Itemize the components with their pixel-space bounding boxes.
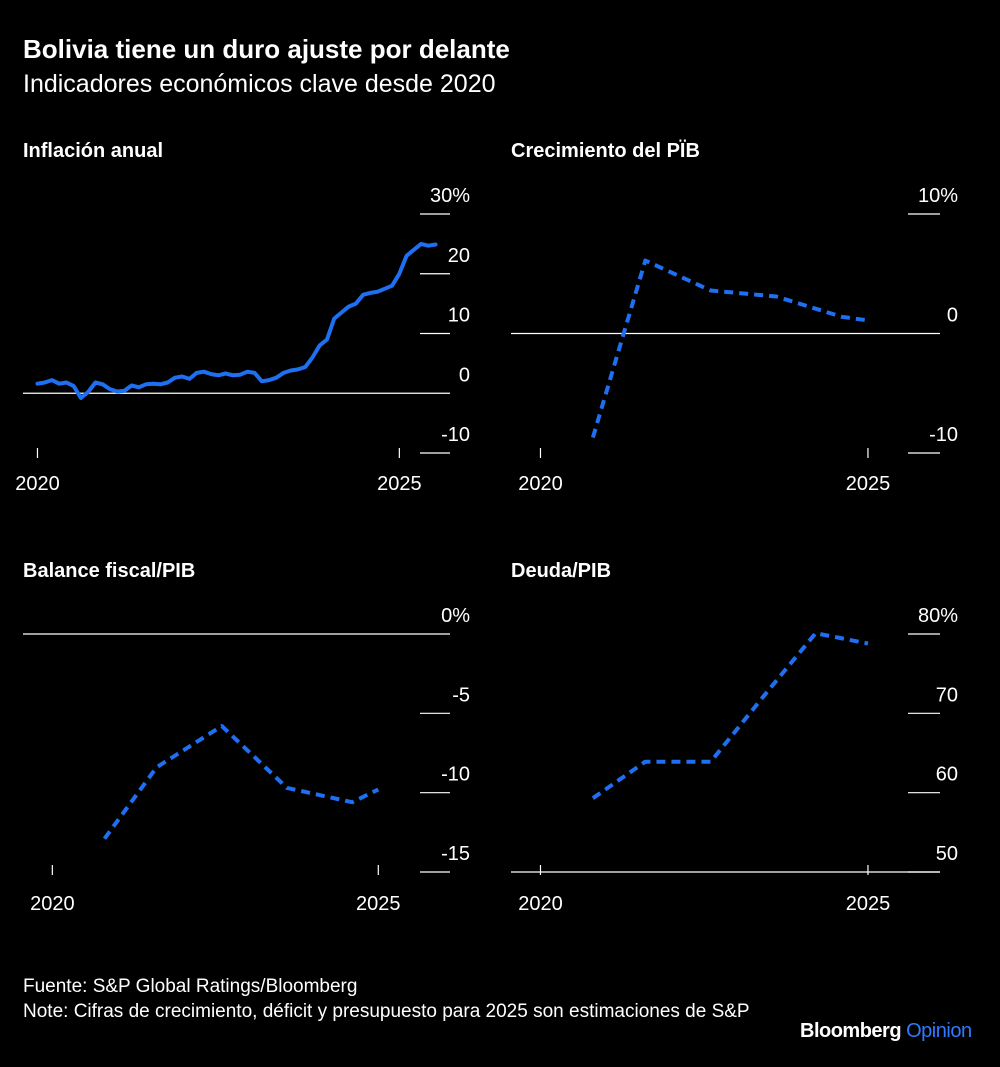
series-line: [102, 724, 380, 840]
y-tick-label: 0%: [441, 605, 470, 627]
brand-bloomberg: Bloomberg: [800, 1020, 902, 1042]
panel-title: Crecimiento del PÏB: [511, 139, 700, 162]
chart-panel-4: Deuda/PIB 80% 70 60 50 2020 2025: [511, 560, 958, 915]
x-tick-label: 2025: [356, 893, 401, 915]
y-tick-label: 30%: [430, 185, 470, 207]
footer: Fuente: S&P Global Ratings/Bloomberg Not…: [23, 974, 803, 1024]
series-line: [591, 631, 869, 800]
y-tick-label: -10: [441, 424, 470, 446]
panel-title: Deuda/PIB: [511, 560, 611, 582]
x-tick-label: 2025: [846, 473, 891, 495]
y-tick-label: -15: [441, 843, 470, 865]
series-line: [35, 241, 438, 400]
y-tick-label: 0: [947, 305, 958, 327]
panel-title: Inflación anual: [23, 140, 163, 162]
y-tick-label: 50: [936, 843, 958, 865]
panel-title: Balance fiscal/PIB: [23, 560, 195, 582]
y-tick-label: 0: [459, 364, 470, 386]
x-tick-label: 2020: [30, 893, 75, 915]
series-line: [590, 258, 869, 439]
x-tick-label: 2020: [518, 893, 563, 915]
chart-panel-1: Inflación anual 30% 20 10 0 -10 2020 2025: [15, 140, 470, 495]
source-text: Fuente: S&P Global Ratings/Bloomberg: [23, 976, 358, 997]
y-tick-label: -10: [441, 764, 470, 786]
y-tick-label: 60: [936, 764, 958, 786]
y-tick-label: 80%: [918, 605, 958, 627]
chart-panel-2: Crecimiento del PÏB 10% 0 -10 2020 2025: [511, 139, 958, 495]
x-tick-label: 2020: [518, 473, 563, 495]
brand-opinion: Opinion: [906, 1020, 972, 1042]
y-tick-label: -10: [929, 424, 958, 446]
bloomberg-opinion-logo: Bloomberg Opinion: [800, 1020, 972, 1043]
y-tick-label: 10: [448, 305, 470, 327]
x-tick-label: 2025: [377, 473, 422, 495]
y-tick-label: 10%: [918, 185, 958, 207]
y-tick-label: 70: [936, 684, 958, 706]
y-tick-label: -5: [452, 684, 470, 706]
chart-panel-3: Balance fiscal/PIB 0% -5 -10 -15 2020 2025: [23, 560, 470, 915]
note-text: Note: Cifras de crecimiento, déficit y p…: [23, 1001, 750, 1022]
x-tick-label: 2025: [846, 893, 891, 915]
chart-title: Bolivia tiene un duro ajuste por delante: [23, 34, 510, 64]
x-tick-label: 2020: [15, 473, 60, 495]
y-tick-label: 20: [448, 245, 470, 267]
chart-subtitle: Indicadores económicos clave desde 2020: [23, 70, 496, 98]
